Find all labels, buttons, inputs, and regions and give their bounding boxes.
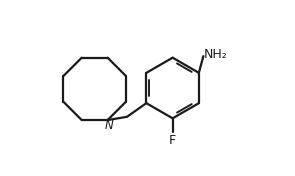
Text: N: N xyxy=(105,119,113,132)
Text: F: F xyxy=(169,134,176,147)
Text: NH₂: NH₂ xyxy=(204,48,228,61)
